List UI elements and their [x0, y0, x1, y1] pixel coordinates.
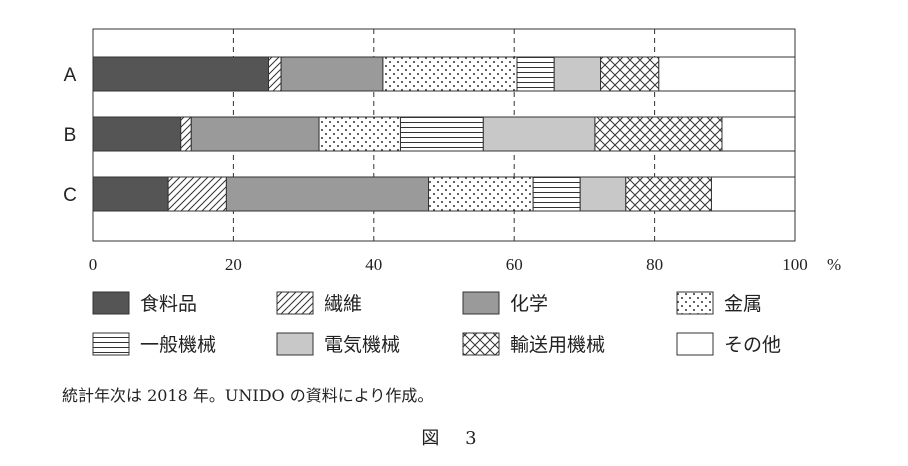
bar-A-chemical	[280, 56, 384, 92]
legend-swatch-food	[92, 291, 130, 315]
legend-label-food: 食料品	[140, 293, 197, 315]
x-tick-label: 40	[365, 255, 382, 274]
legend-label-general-machinery: 一般機械	[140, 334, 216, 356]
bar-B-chemical	[190, 116, 320, 152]
legend-label-other: その他	[724, 334, 781, 356]
legend-swatch-metal	[676, 291, 714, 315]
row-label-C: C	[63, 185, 77, 206]
bar-C-electrical-machinery	[579, 176, 627, 212]
figure-label: 図 3	[421, 428, 487, 449]
bar-A-metal	[382, 56, 518, 92]
bar-B-general-machinery	[399, 116, 484, 152]
plot-area	[92, 28, 796, 242]
bar-A-electrical-machinery	[553, 56, 602, 92]
legend-swatch-chemical	[462, 291, 500, 315]
source-note: 統計年次は 2018 年。UNIDO の資料により作成。	[62, 386, 434, 405]
x-tick-label: 0	[89, 255, 98, 274]
bar-A-food	[92, 56, 269, 92]
x-tick-label: 80	[646, 255, 663, 274]
legend-swatch-electrical-machinery	[276, 332, 314, 356]
row-labels: A B C	[63, 65, 77, 206]
bar-B-electrical-machinery	[482, 116, 596, 152]
bar-C-other	[710, 176, 796, 212]
bar-A-transport-machinery	[600, 56, 660, 92]
x-axis-ticks: 0 20 40 60 80 100%	[89, 255, 841, 274]
bar-A-general-machinery	[516, 56, 555, 92]
legend-label-transport-machinery: 輸送用機械	[510, 334, 605, 356]
legend-swatch-transport-machinery	[462, 332, 500, 356]
x-tick-label: 60	[506, 255, 523, 274]
bar-C-metal	[428, 176, 534, 212]
bar-C-chemical	[225, 176, 430, 212]
bar-B-transport-machinery	[594, 116, 723, 152]
legend-swatch-textile	[276, 291, 314, 315]
legend-label-textile: 繊維	[324, 293, 362, 315]
row-label-B: B	[64, 125, 77, 146]
bar-A-other	[658, 56, 796, 92]
bar-B-other	[721, 116, 796, 152]
legend-label-electrical-machinery: 電気機械	[324, 334, 400, 356]
row-label-A: A	[64, 65, 77, 86]
x-tick-label: 100	[782, 255, 808, 274]
legend-swatch-general-machinery	[92, 332, 130, 356]
bar-C-transport-machinery	[625, 176, 712, 212]
bar-C-textile	[167, 176, 227, 212]
legend-label-chemical: 化学	[510, 293, 548, 315]
legend-label-metal: 金属	[724, 293, 762, 315]
bar-C-food	[92, 176, 169, 212]
bar-B-textile	[180, 116, 192, 152]
bar-A-textile	[268, 56, 282, 92]
bar-B-food	[92, 116, 182, 152]
bar-B-metal	[318, 116, 401, 152]
legend-swatch-other	[676, 332, 714, 356]
x-unit-label: %	[827, 255, 841, 274]
x-tick-label: 20	[225, 255, 242, 274]
bar-C-general-machinery	[532, 176, 581, 212]
